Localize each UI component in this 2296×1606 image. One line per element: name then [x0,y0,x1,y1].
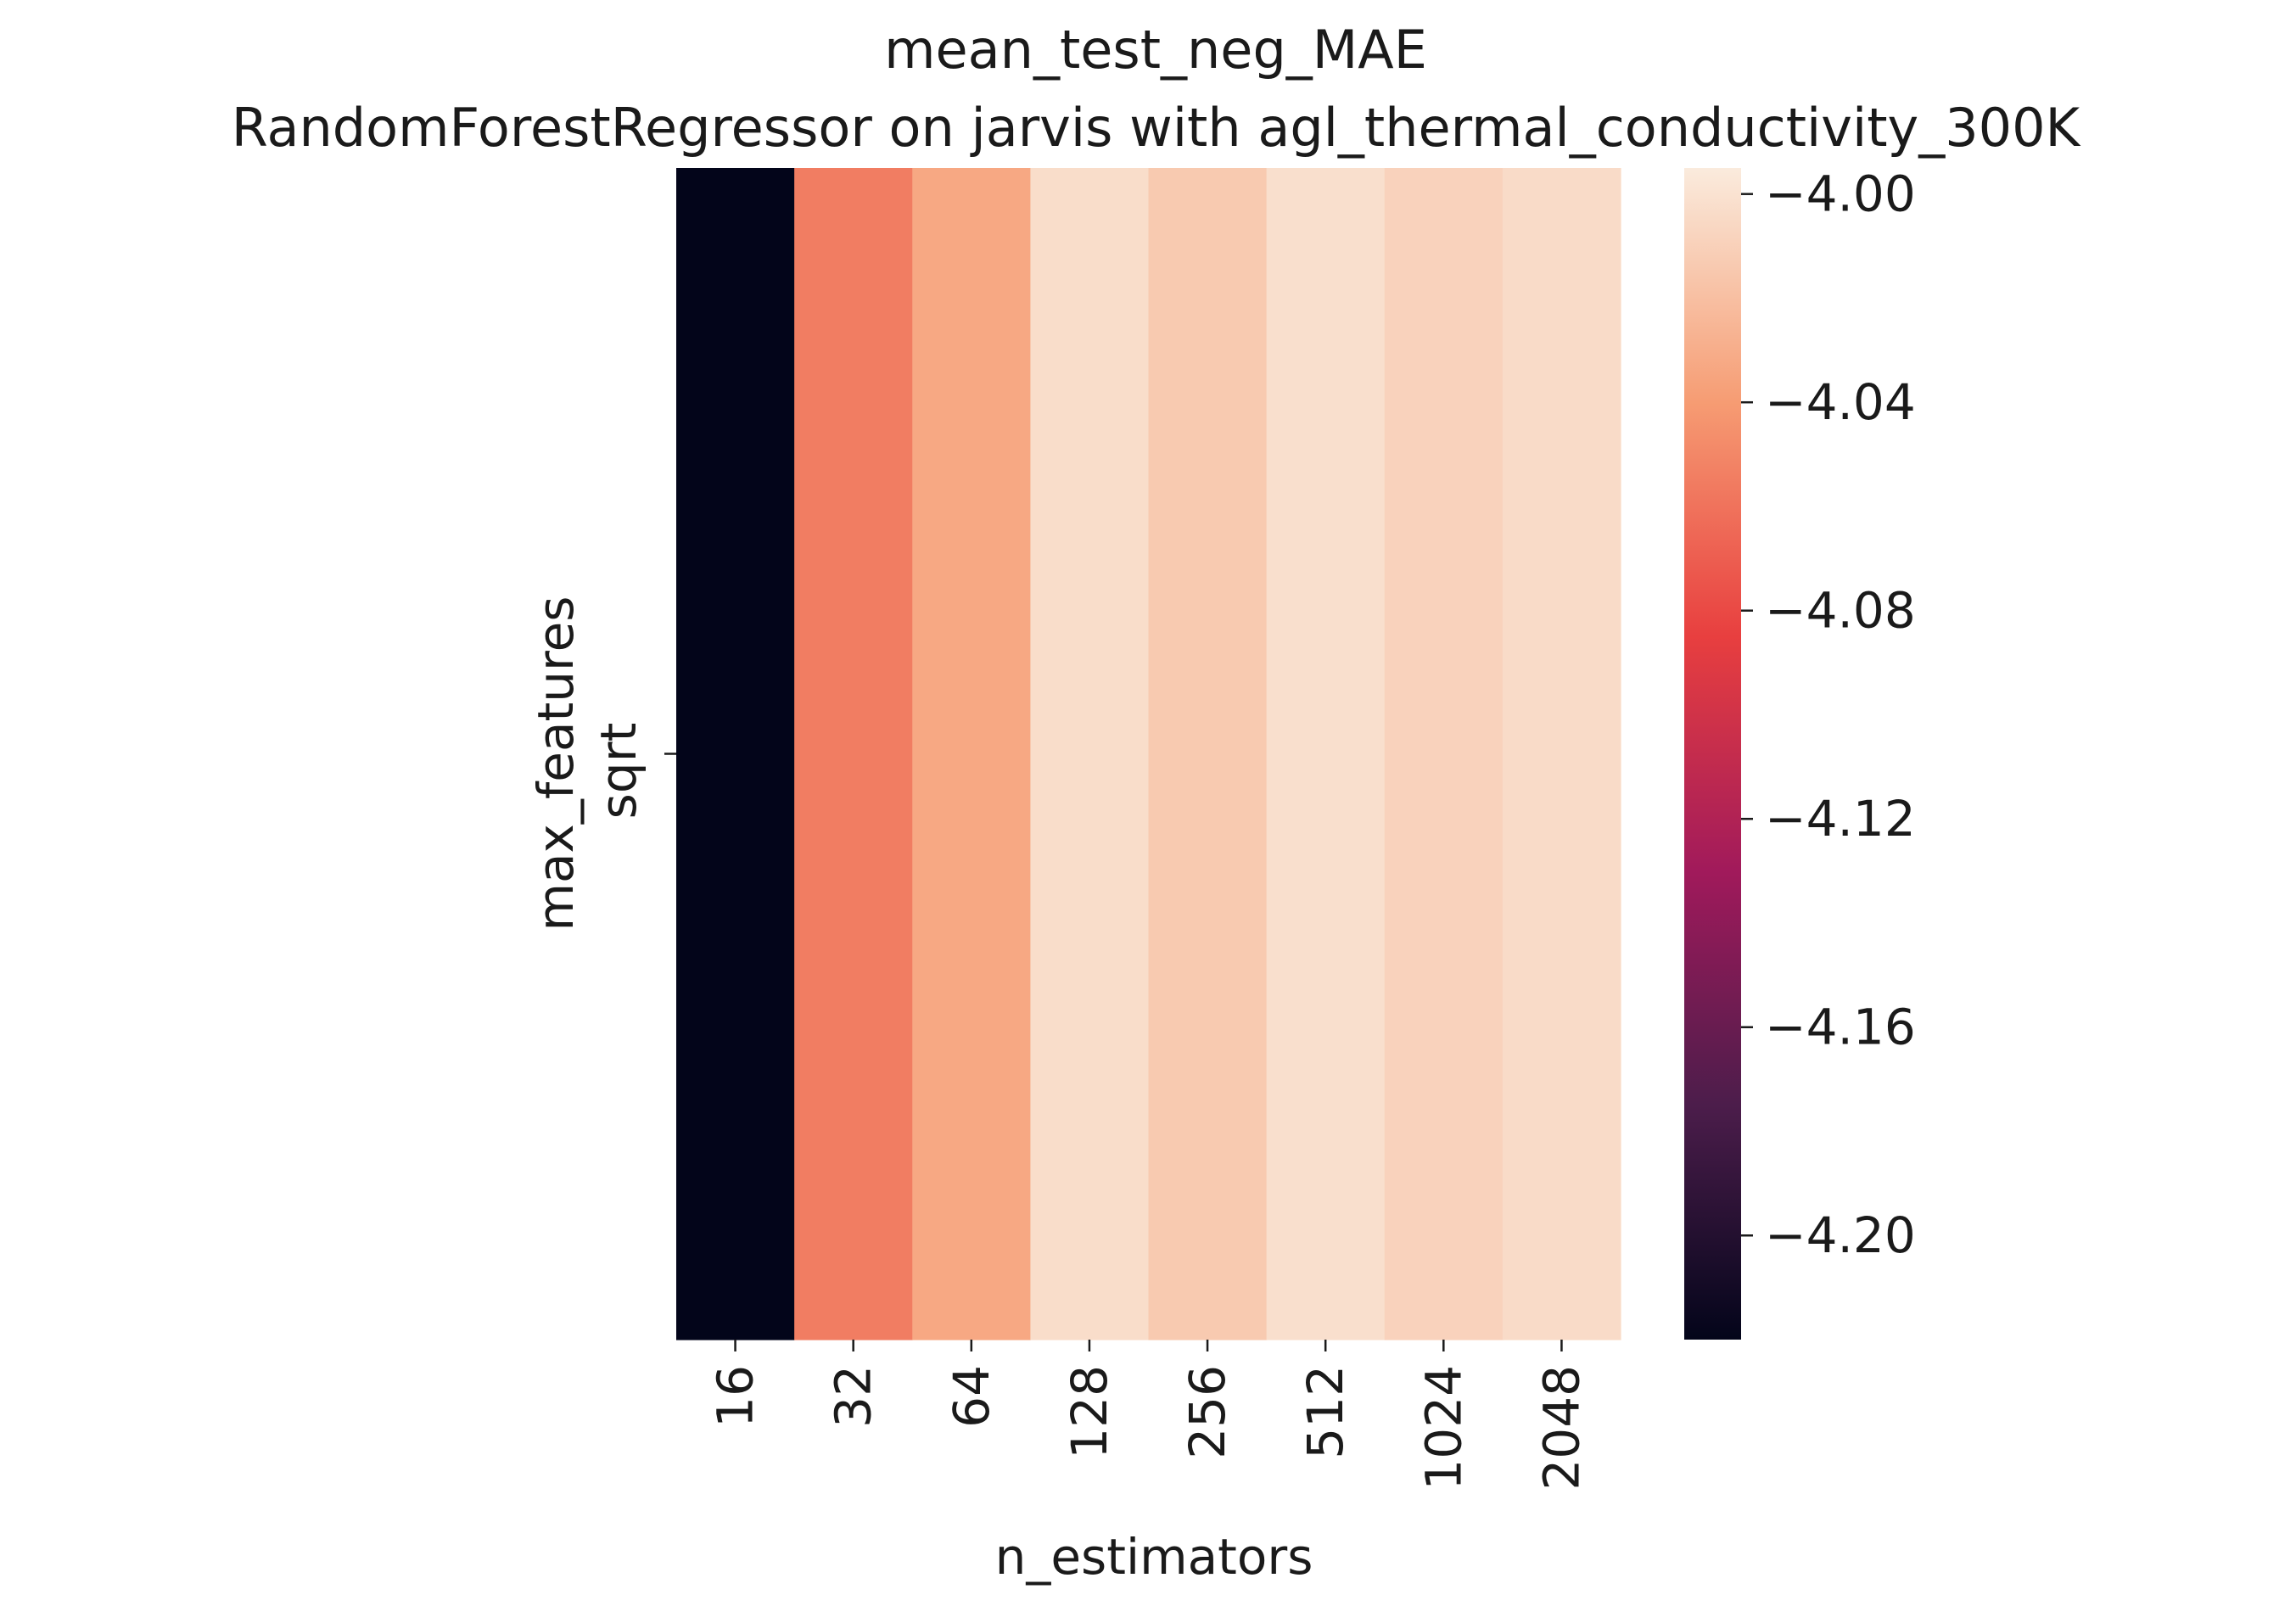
heatmap-cells [676,168,1621,1340]
x-tick-label: 2048 [1532,1365,1590,1491]
heatmap-cell [912,168,1031,1340]
colorbar-tick-label: −4.08 [1765,582,1916,640]
heatmap-cell [1502,168,1621,1340]
heatmap-cell [794,168,913,1340]
heatmap-cell [676,168,795,1340]
heatmap-cell [1384,168,1504,1340]
x-tick-label: 16 [707,1365,764,1428]
x-tick-label: 64 [943,1365,1000,1428]
chart-subtitle: RandomForestRegressor on jarvis with agl… [232,97,2081,159]
chart-title: mean_test_neg_MAE [884,19,1427,81]
y-axis-ticks: sqrt [590,723,676,820]
colorbar [1684,168,1741,1340]
x-tick-label: 128 [1061,1365,1118,1459]
x-tick-label: 32 [825,1365,882,1428]
x-tick-label: 256 [1179,1365,1236,1459]
colorbar-tick-label: −4.00 [1765,165,1916,223]
y-axis-label: max_features [527,596,585,932]
colorbar-ticks: −4.00 −4.04 −4.08 −4.12 −4.16 −4.20 [1741,165,1916,1264]
heatmap-cell [1030,168,1150,1340]
colorbar-tick-label: −4.04 [1765,373,1916,431]
colorbar-tick-label: −4.12 [1765,790,1916,848]
colorbar-tick-label: −4.16 [1765,999,1916,1056]
x-axis-label: n_estimators [995,1528,1313,1586]
heatmap-cell [1148,168,1268,1340]
x-axis-ticks: 16 32 64 128 256 512 1024 2048 [707,1340,1590,1491]
colorbar-tick-label: −4.20 [1765,1206,1916,1264]
x-tick-label: 1024 [1414,1365,1472,1491]
y-tick-label: sqrt [590,723,647,820]
x-tick-label: 512 [1296,1365,1354,1459]
heatmap-cell [1266,168,1386,1340]
